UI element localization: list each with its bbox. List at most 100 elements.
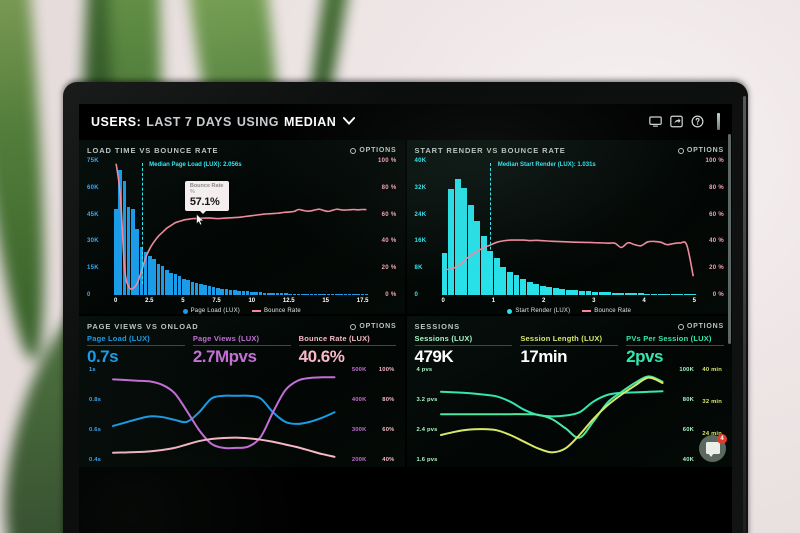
panel-sessions: SESSIONS OPTIONS Sessions (LUX) 479K	[406, 316, 732, 467]
bar	[292, 293, 297, 295]
median-label-start-render: Median Start Render (LUX): 1.031s	[497, 162, 596, 168]
axis-tick: 20 %	[709, 265, 724, 272]
help-icon[interactable]	[691, 115, 704, 128]
bar	[347, 294, 352, 295]
kpi-value: 479K	[414, 347, 454, 366]
kpi-bounce-rate[interactable]: Bounce Rate (LUX) 40.6%	[298, 334, 397, 366]
bar	[461, 188, 468, 295]
axis-tick: 80 %	[709, 184, 724, 191]
axis-tick: 1	[491, 298, 496, 304]
app-header: USERS: LAST 7 DAYS USING MEDIAN	[79, 104, 732, 140]
bar	[330, 294, 335, 295]
legend-item-page-load[interactable]: Page Load (LUX)	[182, 308, 240, 315]
axis-tick: 2	[541, 298, 546, 304]
kpi-value: 0.7s	[87, 347, 119, 366]
kpi-page-load[interactable]: Page Load (LUX) 0.7s	[87, 334, 185, 366]
bar	[631, 293, 638, 295]
kpi-label: Bounce Rate (LUX)	[298, 334, 370, 343]
line-series-bounce-rate	[442, 161, 697, 295]
axis-tick: 7.5	[212, 298, 221, 304]
panel-title-sessions: SESSIONS	[414, 322, 461, 331]
kpi-pvs-per-session[interactable]: PVs Per Session (LUX) 2pvs	[626, 334, 724, 366]
legend-item-start-render[interactable]: Start Render (LUX)	[507, 308, 570, 315]
axis-tick: 24K	[414, 211, 427, 218]
y-axis-right-labels: 500K 400K 300K 200K	[352, 367, 367, 463]
axis-tick: 2.5	[145, 298, 154, 304]
kpi-session-length[interactable]: Session Length (LUX) 17min	[520, 334, 619, 366]
cursor-pointer-icon	[196, 214, 205, 225]
chat-launcher[interactable]: 4	[699, 433, 727, 462]
legend-item-bounce-rate[interactable]: Bounce Rate	[582, 308, 631, 315]
bar	[122, 180, 127, 295]
bar	[267, 292, 271, 295]
panel-page-views: PAGE VIEWS VS ONLOAD OPTIONS Page Load (…	[79, 316, 405, 467]
panel-header: START RENDER VS BOUNCE RATE OPTIONS	[415, 146, 725, 155]
legend-load-time: Page Load (LUX) Bounce Rate	[87, 308, 397, 315]
bar	[657, 293, 664, 295]
axis-tick: 5	[181, 298, 185, 304]
axis-tick: 80%	[382, 396, 395, 403]
title-metric: MEDIAN	[283, 114, 337, 129]
kpi-label: Page Views (LUX)	[192, 334, 260, 343]
options-button-page-views[interactable]: OPTIONS	[350, 323, 396, 330]
bar	[245, 291, 250, 295]
bar	[301, 293, 305, 295]
share-icon[interactable]	[670, 115, 683, 128]
bar	[644, 293, 651, 295]
bar	[135, 228, 139, 295]
tooltip-label: Bounce Rate	[189, 183, 224, 189]
axis-tick: 40K	[682, 456, 694, 463]
kpi-label: Page Load (LUX)	[87, 334, 151, 343]
axis-tick: 3.2 pvs	[416, 396, 438, 403]
page-scrollbar[interactable]	[728, 134, 731, 344]
bar	[356, 294, 360, 295]
bar	[664, 293, 671, 295]
y-axis-right-labels: 100 % 80 % 60 % 40 % 20 % 0 %	[698, 158, 724, 298]
bar	[624, 293, 631, 295]
bar	[118, 169, 122, 295]
axis-tick: 40 min	[702, 366, 722, 373]
bar	[364, 294, 369, 295]
chart-start-render: 40K 32K 24K 16K 8K 0 100 % 80 % 60 % 40 % 20 % 0 %…	[414, 158, 725, 314]
bar	[216, 287, 220, 295]
bar	[690, 294, 697, 295]
axis-tick: 100 %	[377, 158, 397, 164]
bar	[254, 291, 258, 295]
bar	[169, 272, 173, 295]
kpi-sessions[interactable]: Sessions (LUX) 479K	[414, 334, 513, 366]
axis-tick: 1s	[89, 366, 96, 373]
plot-area	[441, 367, 663, 463]
chevron-down-icon[interactable]	[343, 116, 356, 128]
bar	[493, 258, 500, 295]
bar	[143, 252, 148, 295]
bar	[148, 255, 152, 295]
header-icon-group	[649, 113, 720, 130]
axis-tick: 60K	[682, 426, 694, 433]
bar	[611, 292, 618, 295]
chart-load-time: 75K 60K 45K 30K 15K 0 100 % 80 % 60 % 40 % 20 % 0 …	[87, 158, 397, 314]
axis-tick: 0.6s	[89, 426, 102, 433]
options-label: OPTIONS	[686, 323, 724, 330]
options-button-sessions[interactable]: OPTIONS	[677, 323, 724, 330]
kpi-page-views[interactable]: Page Views (LUX) 2.7Mpvs	[192, 334, 291, 366]
options-label: OPTIONS	[359, 323, 397, 330]
kpi-rule	[87, 345, 185, 346]
bar	[262, 292, 267, 295]
axis-tick: 40 %	[709, 238, 724, 245]
kpi-rule	[626, 345, 724, 346]
axis-tick: 24 min	[702, 430, 722, 437]
bar	[513, 274, 520, 295]
options-button-start-render[interactable]: OPTIONS	[677, 147, 724, 154]
bar	[578, 290, 585, 295]
bar	[585, 291, 592, 295]
axis-tick: 40%	[382, 456, 395, 463]
gear-icon	[677, 147, 684, 154]
bar	[233, 290, 237, 295]
kpi-value: 2pvs	[626, 347, 663, 366]
axis-tick: 400K	[351, 396, 367, 403]
axis-tick: 32 min	[702, 398, 722, 405]
legend-item-bounce-rate[interactable]: Bounce Rate	[251, 308, 301, 315]
monitor-icon[interactable]	[649, 115, 662, 128]
kpi-value: 2.7Mpvs	[192, 347, 257, 366]
options-button-load-time[interactable]: OPTIONS	[350, 147, 396, 154]
